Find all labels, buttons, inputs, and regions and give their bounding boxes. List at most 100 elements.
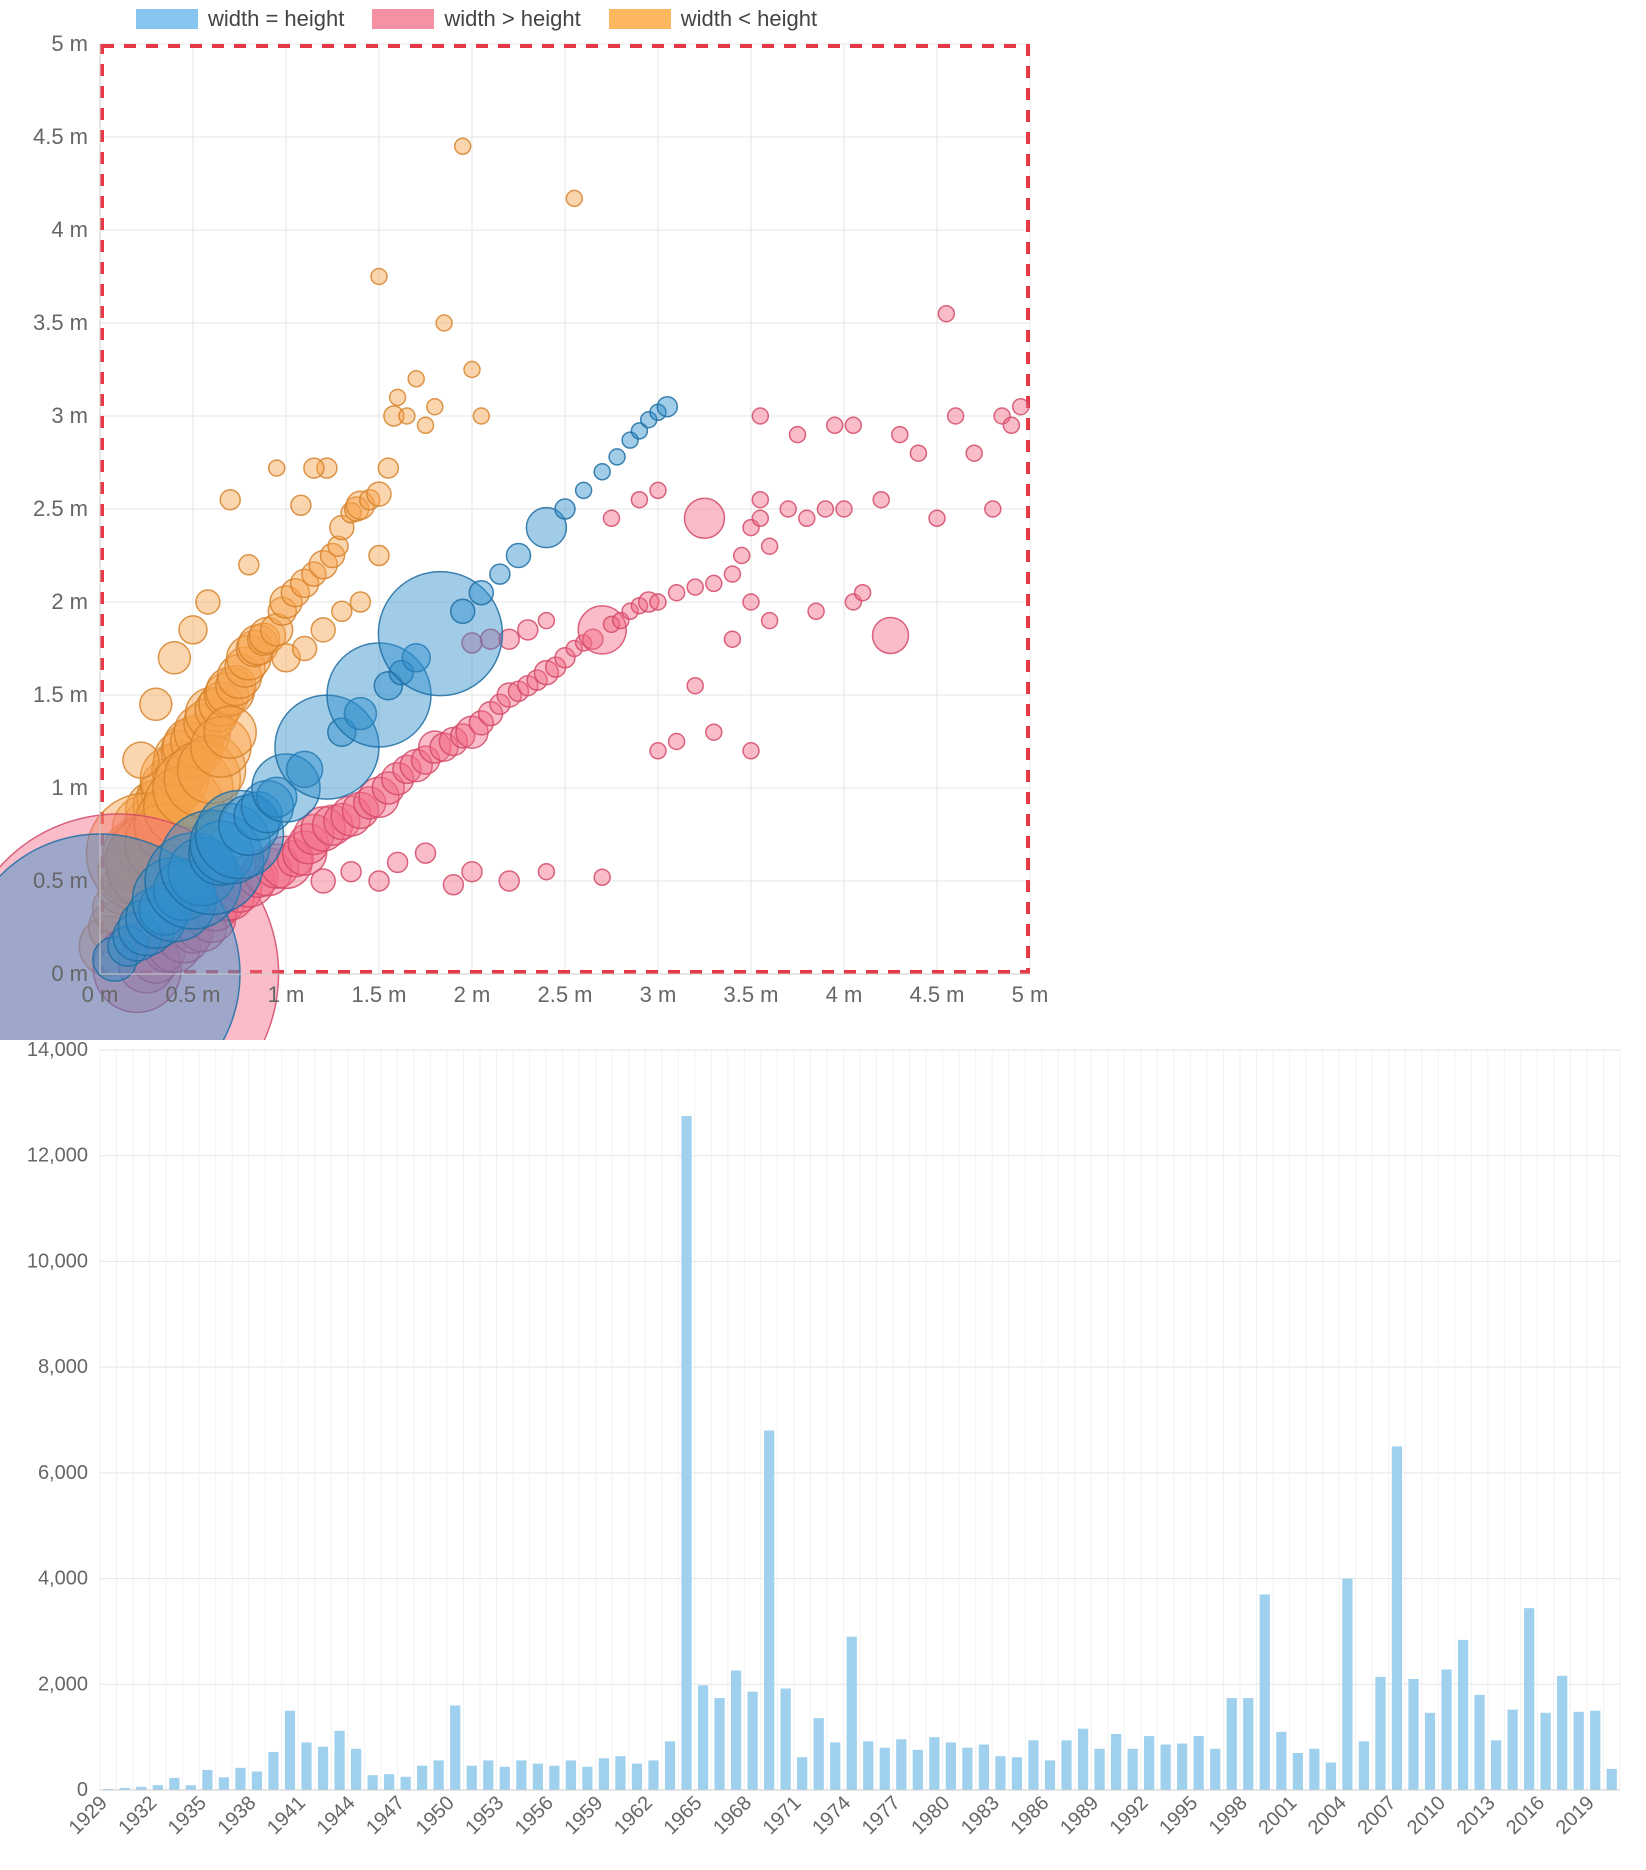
bar-plot-svg[interactable]: 02,0004,0006,0008,00010,00012,00014,0001… <box>0 1040 1646 1870</box>
scatter-point[interactable] <box>311 869 335 893</box>
scatter-point[interactable] <box>706 724 722 740</box>
scatter-point[interactable] <box>220 490 240 510</box>
bar[interactable] <box>896 1739 906 1790</box>
scatter-point[interactable] <box>369 546 389 566</box>
scatter-point[interactable] <box>808 603 824 619</box>
scatter-point[interactable] <box>827 417 843 433</box>
scatter-point[interactable] <box>631 492 647 508</box>
bar[interactable] <box>1441 1669 1451 1790</box>
scatter-point[interactable] <box>179 616 207 644</box>
bar[interactable] <box>1227 1698 1237 1790</box>
bar[interactable] <box>202 1770 212 1790</box>
bar[interactable] <box>401 1777 411 1790</box>
bar[interactable] <box>582 1767 592 1790</box>
bar[interactable] <box>847 1637 857 1790</box>
bar[interactable] <box>764 1431 774 1790</box>
scatter-point[interactable] <box>724 631 740 647</box>
scatter-point[interactable] <box>985 501 1001 517</box>
scatter-point[interactable] <box>566 190 582 206</box>
bar[interactable] <box>1408 1679 1418 1790</box>
scatter-point[interactable] <box>948 408 964 424</box>
bar[interactable] <box>1541 1713 1551 1790</box>
bar[interactable] <box>1375 1677 1385 1790</box>
scatter-point[interactable] <box>436 315 452 331</box>
bar[interactable] <box>533 1764 543 1790</box>
bar[interactable] <box>863 1741 873 1790</box>
scatter-point[interactable] <box>817 501 833 517</box>
scatter-point[interactable] <box>239 555 259 575</box>
bar[interactable] <box>1243 1698 1253 1790</box>
scatter-point[interactable] <box>140 688 172 720</box>
bar[interactable] <box>946 1742 956 1790</box>
bar[interactable] <box>1177 1743 1187 1790</box>
scatter-point[interactable] <box>158 642 190 674</box>
bar[interactable] <box>979 1745 989 1790</box>
bar[interactable] <box>334 1731 344 1790</box>
bar[interactable] <box>384 1774 394 1790</box>
scatter-point[interactable] <box>388 852 408 872</box>
scatter-point[interactable] <box>311 618 335 642</box>
bar[interactable] <box>1194 1736 1204 1790</box>
legend-item[interactable]: width < height <box>609 6 817 32</box>
bar[interactable] <box>1359 1741 1369 1790</box>
scatter-point[interactable] <box>473 408 489 424</box>
scatter-point[interactable] <box>790 427 806 443</box>
bar[interactable] <box>995 1756 1005 1790</box>
bar[interactable] <box>665 1741 675 1790</box>
scatter-point[interactable] <box>734 548 750 564</box>
scatter-point[interactable] <box>1013 399 1029 415</box>
bar[interactable] <box>186 1785 196 1790</box>
scatter-point[interactable] <box>291 495 311 515</box>
scatter-point[interactable] <box>594 869 610 885</box>
scatter-point[interactable] <box>455 138 471 154</box>
scatter-point[interactable] <box>752 510 768 526</box>
bar[interactable] <box>1507 1710 1517 1790</box>
scatter-point[interactable] <box>650 594 666 610</box>
scatter-point[interactable] <box>371 269 387 285</box>
bar[interactable] <box>880 1748 890 1790</box>
scatter-point[interactable] <box>293 637 317 661</box>
scatter-point[interactable] <box>650 482 666 498</box>
scatter-point[interactable] <box>687 678 703 694</box>
bar[interactable] <box>153 1785 163 1790</box>
bar[interactable] <box>351 1749 361 1790</box>
legend-item[interactable]: width > height <box>372 6 580 32</box>
scatter-point[interactable] <box>1003 417 1019 433</box>
bar[interactable] <box>599 1758 609 1790</box>
scatter-point[interactable] <box>416 843 436 863</box>
bar[interactable] <box>781 1689 791 1790</box>
scatter-point[interactable] <box>743 743 759 759</box>
bar[interactable] <box>1557 1676 1567 1790</box>
bar[interactable] <box>632 1764 642 1790</box>
scatter-point[interactable] <box>451 599 475 623</box>
bar[interactable] <box>1425 1713 1435 1790</box>
bar[interactable] <box>285 1711 295 1790</box>
scatter-point[interactable] <box>123 742 159 778</box>
scatter-plot-svg[interactable]: 0 m0.5 m1 m1.5 m2 m2.5 m3 m3.5 m4 m4.5 m… <box>0 0 1060 1040</box>
bar[interactable] <box>500 1767 510 1790</box>
bar[interactable] <box>648 1760 658 1790</box>
bar[interactable] <box>1590 1711 1600 1790</box>
scatter-point[interactable] <box>332 601 352 621</box>
bar[interactable] <box>962 1748 972 1790</box>
bar[interactable] <box>1127 1749 1137 1790</box>
bar[interactable] <box>219 1777 229 1790</box>
scatter-point[interactable] <box>752 492 768 508</box>
scatter-point[interactable] <box>855 585 871 601</box>
bar[interactable] <box>797 1757 807 1790</box>
scatter-point[interactable] <box>499 871 519 891</box>
bar[interactable] <box>929 1737 939 1790</box>
bar[interactable] <box>615 1756 625 1790</box>
scatter-point[interactable] <box>743 594 759 610</box>
bar[interactable] <box>434 1760 444 1790</box>
bar[interactable] <box>1094 1749 1104 1790</box>
bar[interactable] <box>747 1692 757 1790</box>
bar[interactable] <box>681 1116 691 1790</box>
scatter-point[interactable] <box>196 590 220 614</box>
bar[interactable] <box>169 1778 179 1790</box>
bar[interactable] <box>731 1671 741 1790</box>
bar[interactable] <box>417 1766 427 1790</box>
bar[interactable] <box>814 1718 824 1790</box>
bar[interactable] <box>714 1698 724 1790</box>
scatter-point[interactable] <box>604 510 620 526</box>
